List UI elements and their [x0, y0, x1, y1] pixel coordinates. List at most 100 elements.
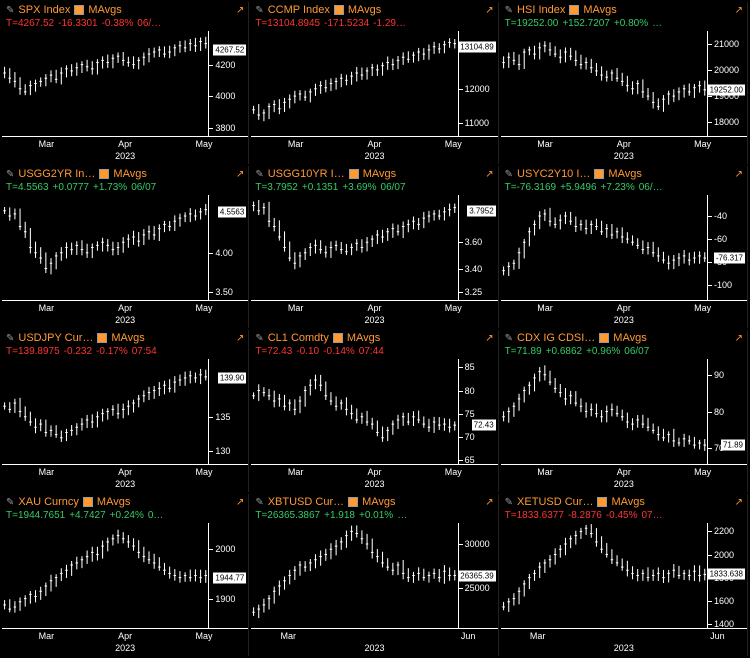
x-tick-label: Mar: [537, 303, 553, 313]
x-axis-year: 2023: [364, 643, 384, 653]
last-value-tag: 13104.89: [458, 41, 495, 52]
expand-icon[interactable]: ↗: [236, 5, 244, 16]
plot-region[interactable]: [251, 523, 457, 628]
chart-panel-cl1[interactable]: ✎ CL1 Comdty MAvgs ↗ T=72.43 -0.10 -0.14…: [251, 330, 498, 492]
plot-region[interactable]: [251, 195, 457, 300]
mavgs-checkbox[interactable]: [569, 5, 579, 15]
stat-change: +0.6862: [546, 346, 582, 357]
edit-icon[interactable]: ✎: [6, 169, 14, 180]
edit-icon[interactable]: ✎: [255, 333, 263, 344]
expand-icon[interactable]: ↗: [735, 5, 743, 16]
expand-icon[interactable]: ↗: [485, 333, 493, 344]
x-tick-label: Mar: [39, 303, 55, 313]
stat-change: +5.9496: [560, 182, 596, 193]
chart-panel-xetusd[interactable]: ✎ XETUSD Cur… MAvgs ↗ T=1833.6377 -8.287…: [501, 494, 748, 656]
stat-change: -0.232: [64, 346, 92, 357]
chart-panel-usgg10yr[interactable]: ✎ USGG10YR I… MAvgs ↗ T=3.7952 +0.1351 +…: [251, 166, 498, 328]
mavgs-checkbox[interactable]: [594, 169, 604, 179]
chart-panel-usgg2yr[interactable]: ✎ USGG2YR In… MAvgs ↗ T=4.5563 +0.0777 +…: [2, 166, 249, 328]
plot-region[interactable]: [251, 359, 457, 464]
y-tick-label: -60: [708, 234, 727, 244]
chart-panel-xbtusd[interactable]: ✎ XBTUSD Cur… MAvgs ↗ T=26365.3867 +1.91…: [251, 494, 498, 656]
expand-icon[interactable]: ↗: [485, 5, 493, 16]
plot-region[interactable]: [251, 31, 457, 136]
plot-region[interactable]: [501, 31, 707, 136]
mavgs-checkbox[interactable]: [333, 333, 343, 343]
chart-panel-xau[interactable]: ✎ XAU Curncy MAvgs ↗ T=1944.7651 +4.7427…: [2, 494, 249, 656]
panel-title: CCMP Index: [268, 4, 330, 16]
x-tick-label: Apr: [118, 631, 132, 641]
edit-icon[interactable]: ✎: [505, 5, 513, 16]
plot-region[interactable]: [2, 31, 208, 136]
x-tick-label: Mar: [288, 139, 304, 149]
mavgs-checkbox[interactable]: [97, 333, 107, 343]
mavgs-checkbox[interactable]: [99, 169, 109, 179]
x-axis-year: 2023: [115, 315, 135, 325]
mavgs-checkbox[interactable]: [74, 5, 84, 15]
plot-region[interactable]: [2, 523, 208, 628]
x-axis: MarJun2023: [501, 628, 747, 656]
panel-stats: T=139.8975 -0.232 -0.17% 07:54: [2, 346, 248, 359]
chart-panel-usyc2y10[interactable]: ✎ USYC2Y10 I… MAvgs ↗ T=-76.3169 +5.9496…: [501, 166, 748, 328]
plot-region[interactable]: [501, 359, 707, 464]
plot-region[interactable]: [501, 523, 707, 628]
expand-icon[interactable]: ↗: [236, 169, 244, 180]
edit-icon[interactable]: ✎: [505, 333, 513, 344]
edit-icon[interactable]: ✎: [6, 5, 14, 16]
chart-area: 4.003.50 4.5563: [2, 195, 248, 300]
stat-value: T=72.43: [255, 346, 292, 357]
y-tick-label: 80: [459, 386, 475, 396]
expand-icon[interactable]: ↗: [735, 333, 743, 344]
edit-icon[interactable]: ✎: [6, 333, 14, 344]
edit-icon[interactable]: ✎: [255, 169, 263, 180]
mavgs-checkbox[interactable]: [83, 497, 93, 507]
y-axis: 8580757065 72.43: [458, 359, 498, 464]
mavgs-checkbox[interactable]: [597, 497, 607, 507]
plot-region[interactable]: [2, 195, 208, 300]
y-tick-label: 18000: [708, 117, 739, 127]
x-tick-label: Apr: [617, 139, 631, 149]
y-tick-label: 12000: [459, 84, 490, 94]
last-value-tag: -76.317: [714, 253, 745, 264]
y-tick-label: 3.40: [459, 264, 483, 274]
panel-title: USGG2YR In…: [18, 168, 95, 180]
stat-change: +0.0777: [53, 182, 89, 193]
panel-title: XAU Curncy: [18, 496, 79, 508]
panel-title: SPX Index: [18, 4, 70, 16]
mavgs-label: MAvgs: [347, 332, 380, 344]
mavgs-label: MAvgs: [348, 4, 381, 16]
mavgs-checkbox[interactable]: [334, 5, 344, 15]
chart-panel-hsi[interactable]: ✎ HSI Index MAvgs ↗ T=19252.00 +152.7207…: [501, 2, 748, 164]
x-tick-label: Mar: [288, 303, 304, 313]
chart-panel-usdjpy[interactable]: ✎ USDJPY Cur… MAvgs ↗ T=139.8975 -0.232 …: [2, 330, 249, 492]
expand-icon[interactable]: ↗: [236, 333, 244, 344]
edit-icon[interactable]: ✎: [6, 497, 14, 508]
plot-region[interactable]: [501, 195, 707, 300]
panel-stats: T=13104.8945 -171.5234 -1.29…: [251, 18, 497, 31]
stat-value: T=4.5563: [6, 182, 49, 193]
mavgs-checkbox[interactable]: [349, 169, 359, 179]
stat-value: T=26365.3867: [255, 510, 320, 521]
y-tick-label: -40: [708, 211, 727, 221]
mavgs-checkbox[interactable]: [348, 497, 358, 507]
edit-icon[interactable]: ✎: [255, 5, 263, 16]
expand-icon[interactable]: ↗: [485, 497, 493, 508]
chart-panel-cdxig[interactable]: ✎ CDX IG CDSI… MAvgs ↗ T=71.89 +0.6862 +…: [501, 330, 748, 492]
expand-icon[interactable]: ↗: [735, 497, 743, 508]
expand-icon[interactable]: ↗: [236, 497, 244, 508]
mavgs-checkbox[interactable]: [599, 333, 609, 343]
plot-region[interactable]: [2, 359, 208, 464]
expand-icon[interactable]: ↗: [735, 169, 743, 180]
last-value-tag: 19252.00: [708, 84, 745, 95]
expand-icon[interactable]: ↗: [485, 169, 493, 180]
chart-area: 20001900 1944.77: [2, 523, 248, 628]
x-axis-year: 2023: [364, 479, 384, 489]
edit-icon[interactable]: ✎: [505, 497, 513, 508]
y-tick-label: -100: [708, 280, 732, 290]
stat-pct: -0.17%: [96, 346, 128, 357]
chart-panel-ccmp[interactable]: ✎ CCMP Index MAvgs ↗ T=13104.8945 -171.5…: [251, 2, 498, 164]
x-tick-label: Apr: [118, 467, 132, 477]
edit-icon[interactable]: ✎: [505, 169, 513, 180]
chart-panel-spx[interactable]: ✎ SPX Index MAvgs ↗ T=4267.52 -16.3301 -…: [2, 2, 249, 164]
edit-icon[interactable]: ✎: [255, 497, 263, 508]
